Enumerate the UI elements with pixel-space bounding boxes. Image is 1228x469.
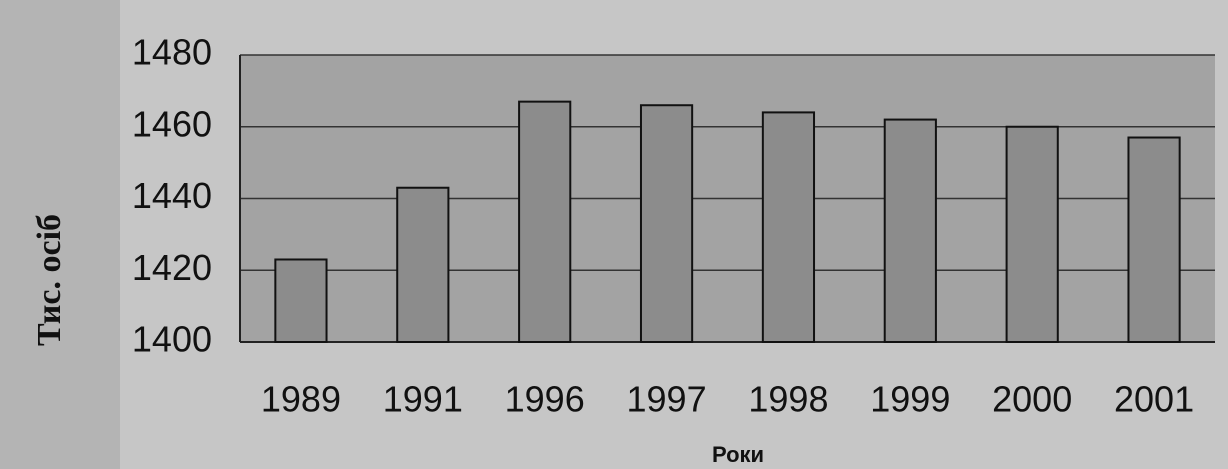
y-tick-label: 1480 <box>132 32 212 73</box>
y-axis-label: Тис. осіб <box>31 214 68 346</box>
bar <box>883 118 937 343</box>
y-tick-label: 1460 <box>132 103 212 144</box>
x-axis-label: Роки <box>712 442 764 467</box>
x-tick-label: 2001 <box>1114 379 1194 420</box>
y-tick-label: 1400 <box>132 319 212 360</box>
bar <box>396 186 450 343</box>
x-tick-label: 1998 <box>748 379 828 420</box>
bar <box>274 258 328 343</box>
paper-margin <box>0 0 120 469</box>
bar <box>1005 125 1059 343</box>
bar <box>518 100 572 343</box>
bar <box>1127 136 1181 343</box>
x-tick-label: 1989 <box>261 379 341 420</box>
bar <box>761 111 816 344</box>
x-tick-label: 1996 <box>505 379 585 420</box>
bar <box>639 104 694 343</box>
x-tick-label: 1997 <box>627 379 707 420</box>
y-tick-label: 1420 <box>132 247 212 288</box>
x-tick-label: 2000 <box>992 379 1072 420</box>
x-tick-label: 1999 <box>870 379 950 420</box>
y-tick-label: 1440 <box>132 175 212 216</box>
x-tick-label: 1991 <box>383 379 463 420</box>
